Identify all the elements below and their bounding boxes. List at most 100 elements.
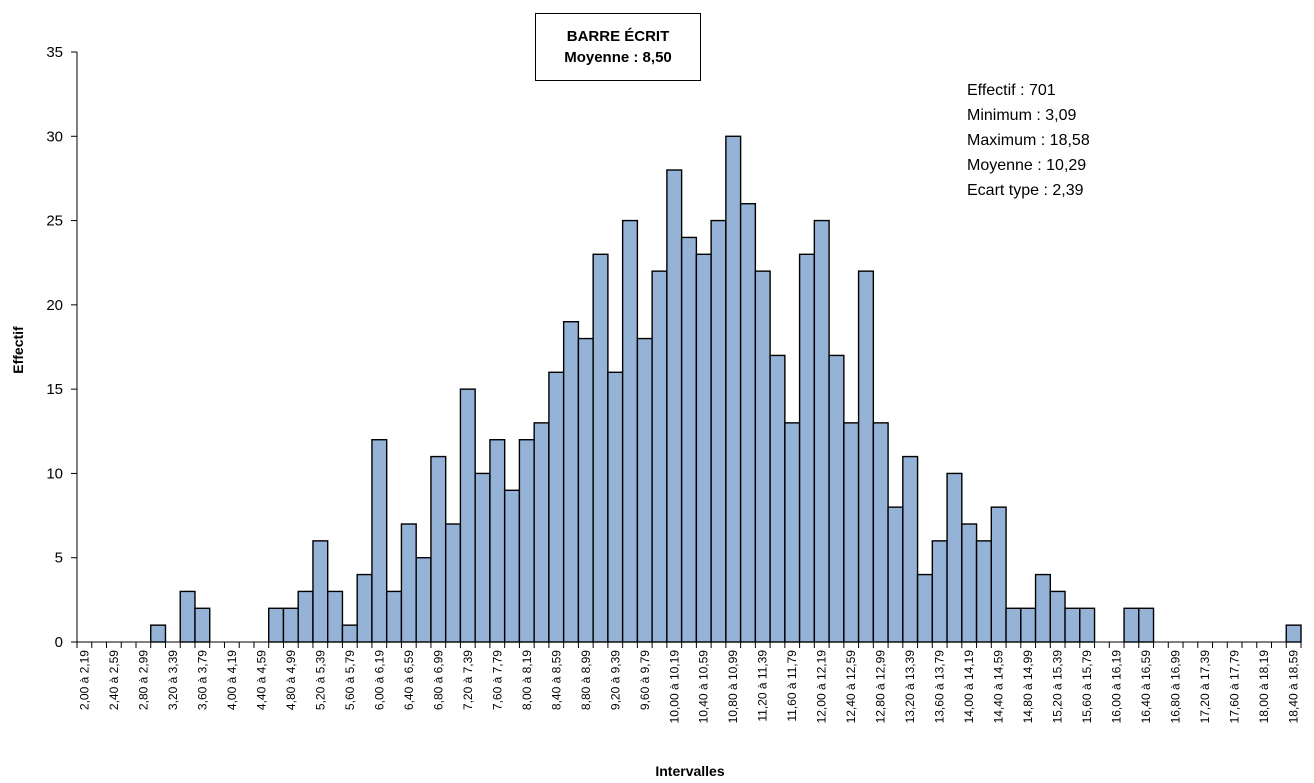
bar [1034,573,1052,643]
bar [754,270,771,643]
x-tick-label: 9,20 à 9,39 [608,650,622,710]
x-tick-label: 18,00 à 18,19 [1257,650,1271,724]
x-tick-label: 13,20 à 13,39 [903,650,917,724]
y-tick-label: 30 [46,128,63,145]
x-axis-label: Intervalles [655,763,725,779]
bar [872,422,889,643]
y-tick-label: 25 [46,213,63,230]
bar [666,169,683,643]
bar [975,540,993,643]
bar [533,422,550,643]
x-tick-label: 2,80 à 2,99 [136,650,150,710]
stat-ecart-type: Ecart type : 2,39 [967,182,1084,199]
x-tick-label: 12,40 à 12,59 [844,650,858,724]
bar [194,607,211,643]
chart-title: BARRE ÉCRIT [566,28,670,45]
stat-moyenne: Moyenne : 10,29 [967,157,1087,174]
stat-effectif: Effectif : 701 [967,82,1056,99]
bar [916,573,934,643]
bar [710,219,727,643]
x-tick-label: 10,00 à 10,19 [667,650,681,724]
bar [1049,590,1066,643]
bar [887,506,904,643]
x-tick-label: 17,60 à 17,79 [1228,650,1242,724]
bar [739,203,757,643]
bar [268,607,285,643]
y-tick-label: 20 [46,297,63,314]
x-tick-label: 18,40 à 18,59 [1287,650,1301,724]
bar [961,523,978,643]
x-tick-label: 3,20 à 3,39 [166,650,180,710]
bar [548,371,565,643]
bar [902,455,919,643]
chart-title-box: BARRE ÉCRIT Moyenne : 8,50 [535,13,701,81]
bar [150,624,167,643]
bar [562,321,580,643]
stats-box: Effectif : 701 Minimum : 3,09 Maximum : … [967,78,1090,203]
x-tick-label: 4,40 à 4,59 [254,650,268,710]
x-tick-label: 6,80 à 6,99 [431,650,445,710]
y-tick-label: 15 [46,381,63,398]
bar [1123,607,1140,643]
bar [341,624,358,643]
bar [459,388,476,643]
bar [621,219,639,643]
bar [282,607,299,643]
x-tick-label: 5,20 à 5,39 [313,650,327,710]
bar [385,590,403,643]
x-tick-label: 13,60 à 13,79 [933,650,947,724]
x-tick-label: 16,00 à 16,19 [1110,650,1124,724]
x-tick-label: 10,80 à 10,99 [726,650,740,724]
y-axis-label: Effectif [10,326,26,374]
bar [327,590,344,643]
x-tick-label: 15,20 à 15,39 [1051,650,1065,724]
x-tick-label: 12,80 à 12,99 [874,650,888,724]
y-tick-label: 10 [46,465,63,482]
bar [931,540,948,643]
x-tick-label: 11,20 à 11,39 [756,650,770,722]
bar [828,354,845,643]
bar [1138,607,1155,643]
bar [518,439,535,643]
y-tick-label: 5 [55,550,63,567]
x-tick-label: 4,80 à 4,99 [284,650,298,710]
bar [1005,607,1022,643]
x-tick-label: 16,80 à 16,99 [1169,650,1183,724]
bar [695,253,712,643]
y-tick-label: 0 [55,634,63,651]
bar [415,557,432,643]
bar [1020,607,1037,643]
x-tick-label: 16,40 à 16,59 [1139,650,1153,724]
x-tick-label: 10,40 à 10,59 [697,650,711,724]
bar [489,439,506,643]
bar [636,337,653,643]
bar [843,422,860,643]
bar [297,590,314,643]
bar [651,270,668,643]
bar [769,354,786,643]
bar [607,371,624,643]
bar [179,590,196,643]
x-tick-label: 8,00 à 8,19 [520,650,534,710]
x-tick-label: 12,00 à 12,19 [815,650,829,724]
bar [1079,607,1096,643]
bar [592,253,609,643]
x-tick-label: 14,80 à 14,99 [1021,650,1035,724]
bar [356,573,373,643]
y-tick-label: 35 [46,44,63,61]
bar [680,236,698,643]
bar [990,506,1007,643]
bar [577,337,594,643]
x-tick-label: 9,60 à 9,79 [638,650,652,710]
bar [312,540,329,643]
bar [371,439,388,643]
x-tick-label: 11,60 à 11,79 [785,650,799,722]
bar [857,270,875,643]
bar [946,472,963,643]
bar [474,472,491,643]
bar [784,422,801,643]
bar [725,135,742,643]
chart-subtitle: Moyenne : 8,50 [564,49,672,66]
x-tick-label: 2,00 à 2,19 [77,650,91,710]
